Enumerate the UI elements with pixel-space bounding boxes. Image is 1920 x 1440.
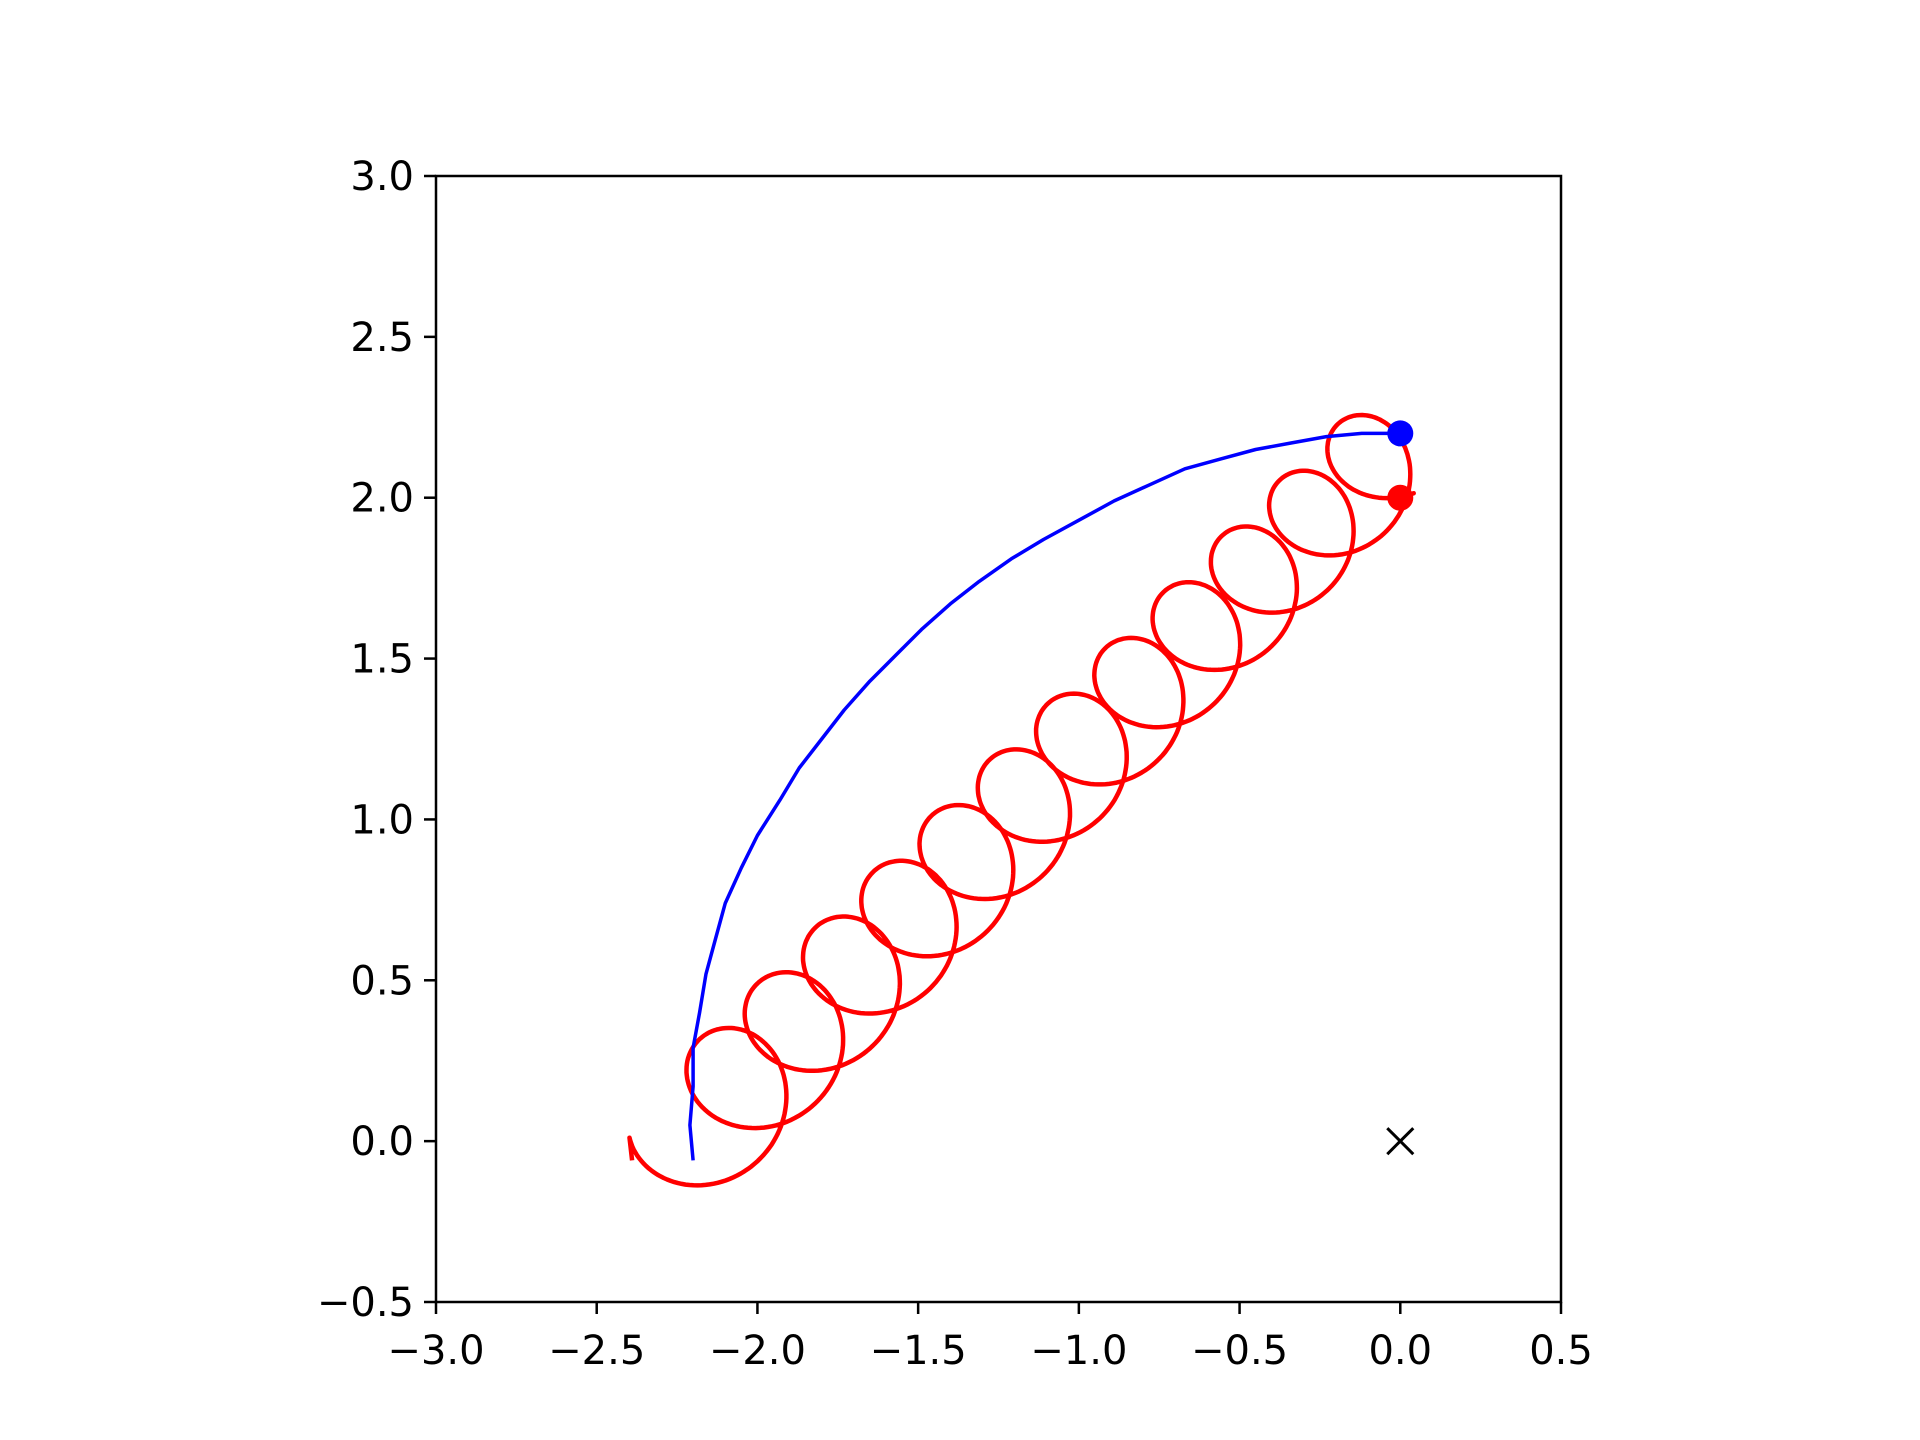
x-tick-label: −3.0 <box>387 1328 484 1374</box>
y-tick-label: 2.5 <box>350 315 414 361</box>
blue-series-line <box>688 431 1401 1161</box>
y-tick-label: 2.0 <box>350 476 414 522</box>
plot-area <box>627 412 1416 1188</box>
red-series-line <box>627 412 1416 1188</box>
marker-dot-0 <box>1387 420 1414 447</box>
x-tick-label: −1.0 <box>1030 1328 1127 1374</box>
x-tick-label: −0.5 <box>1191 1328 1288 1374</box>
x-tick-label: −2.5 <box>548 1328 645 1374</box>
axis-ticks: −3.0 −2.5 −2.0 −1.5 −1.0 −0.5 0.0 0.5 −0.5 0.0 0.5… <box>317 154 1593 1374</box>
y-tick-label: 3.0 <box>350 154 414 200</box>
marker-x-2 <box>1386 1127 1415 1156</box>
marker-x-stroke <box>1386 1127 1415 1156</box>
x-tick-label: −2.0 <box>709 1328 806 1374</box>
y-tick-label: 1.5 <box>350 637 414 683</box>
x-tick-label: −1.5 <box>870 1328 967 1374</box>
axes-frame <box>434 174 1563 1304</box>
y-tick-label: 1.0 <box>350 797 414 843</box>
marker-dot-1 <box>1387 484 1414 511</box>
y-tick-label: 0.5 <box>350 958 414 1004</box>
x-tick-label: 0.0 <box>1368 1328 1432 1374</box>
y-tick-label: −0.5 <box>317 1280 414 1326</box>
y-tick-label: 0.0 <box>350 1119 414 1165</box>
x-tick-label: 0.5 <box>1529 1328 1593 1374</box>
